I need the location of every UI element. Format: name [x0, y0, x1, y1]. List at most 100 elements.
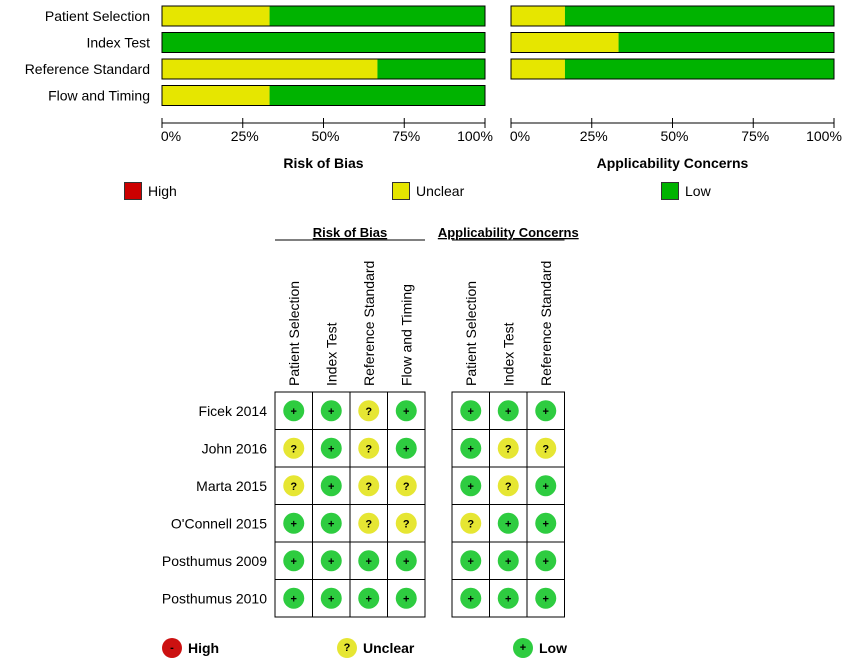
judgement-unclear-rob-ficek-2014-2: [358, 400, 380, 422]
judgement-unclear-rob-o-connell-2015-3: [395, 512, 417, 534]
judgement-low-rob-ficek-2014-1: [320, 400, 342, 422]
bar-outline-index-test: [161, 32, 486, 53]
judgement-low-rob-john-2016-1: [320, 437, 342, 459]
judgement-symbol-rob-john-2016-1: +: [328, 443, 334, 455]
panel-title-applicability-concerns: Applicability Concerns: [597, 155, 749, 171]
judgement-symbol-rob-posthumus-2010-1: +: [328, 593, 334, 605]
judgement-symbol-app-posthumus-2010-1: +: [505, 593, 511, 605]
bar-outline-reference-standard: [161, 58, 486, 80]
judgement-symbol-rob-marta-2015-1: +: [328, 481, 334, 493]
bar-low-patient-selection: [269, 6, 485, 26]
judgement-symbol-app-ficek-2014-1: +: [505, 406, 511, 418]
judgement-symbol-app-posthumus-2009-2: +: [543, 556, 549, 568]
minus-icon: -: [162, 638, 182, 658]
judgement-symbol-app-marta-2015-0: +: [468, 481, 474, 493]
judgement-low-app-posthumus-2010-2: [535, 587, 557, 609]
bar-low-reference-standard: [377, 59, 485, 79]
study-label-o-connell-2015: O'Connell 2015: [171, 515, 267, 531]
x-tick-label-3: 75%: [392, 128, 420, 144]
judgement-symbol-app-marta-2015-2: +: [543, 481, 549, 493]
x-tick-label-4: 100%: [806, 128, 842, 144]
column-header-applicability-concerns-index-test: Index Test: [500, 322, 516, 386]
judgement-low-app-posthumus-2009-2: [535, 550, 557, 572]
judgement-low-app-ficek-2014-2: [535, 400, 557, 422]
judgement-symbol-rob-john-2016-3: +: [403, 443, 409, 455]
x-tick-label-0: 0%: [510, 128, 530, 144]
legend-low-label: Low: [685, 183, 711, 199]
judgement-low-app-ficek-2014-1: [497, 400, 519, 422]
legend-unclear-label: Unclear: [416, 183, 465, 199]
judgement-low-rob-o-connell-2015-1: [320, 512, 342, 534]
judgement-unclear-rob-john-2016-2: [358, 437, 380, 459]
judgement-symbol-rob-ficek-2014-0: +: [291, 406, 297, 418]
judgement-symbol-app-posthumus-2009-0: +: [468, 556, 474, 568]
bar-outline-index-test: [510, 32, 835, 53]
judgement-low-rob-ficek-2014-0: [283, 400, 305, 422]
column-header-risk-of-bias-flow-and-timing: Flow and Timing: [398, 284, 414, 386]
study-label-ficek-2014: Ficek 2014: [199, 403, 268, 419]
x-tick-label-4: 100%: [457, 128, 493, 144]
bar-outline-flow-and-timing: [161, 85, 486, 106]
bar-outline-reference-standard: [510, 58, 835, 80]
legend-unclear-swatch: [392, 182, 410, 200]
bar-unclear-index-test: [511, 32, 619, 53]
judgement-symbol-rob-posthumus-2010-2: +: [366, 593, 372, 605]
judgement-low-rob-posthumus-2010-1: [320, 587, 342, 609]
judgement-symbol-rob-posthumus-2009-3: +: [403, 556, 409, 568]
judgement-low-rob-posthumus-2009-3: [395, 550, 417, 572]
bar-unclear-flow-and-timing: [162, 85, 270, 106]
judgement-symbol-app-o-connell-2015-1: +: [505, 518, 511, 530]
judgement-symbol-rob-posthumus-2010-0: +: [291, 593, 297, 605]
judgement-symbol-app-o-connell-2015-2: +: [543, 518, 549, 530]
judgement-low-rob-o-connell-2015-0: [283, 512, 305, 534]
judgement-symbol-app-posthumus-2009-1: +: [505, 556, 511, 568]
group-title-applicability-concerns: Applicability Concerns: [438, 225, 579, 240]
bar-low-reference-standard: [564, 59, 834, 79]
judgement-symbol-rob-o-connell-2015-3: ?: [403, 518, 410, 530]
judgement-symbol-app-john-2016-0: +: [468, 443, 474, 455]
column-header-risk-of-bias-patient-selection: Patient Selection: [286, 281, 302, 386]
judgement-symbol-rob-ficek-2014-1: +: [328, 406, 334, 418]
plus-icon: +: [513, 638, 533, 658]
judgement-low-app-o-connell-2015-1: [497, 512, 519, 534]
bar-panel-risk-of-bias: Patient Selection Index Test Reference Sta…: [25, 5, 493, 171]
judgement-symbol-app-john-2016-1: ?: [505, 443, 512, 455]
bar-unclear-patient-selection: [511, 6, 565, 26]
judgement-low-rob-posthumus-2009-1: [320, 550, 342, 572]
judgement-symbol-rob-ficek-2014-2: ?: [365, 406, 372, 418]
judgement-symbol-rob-marta-2015-2: ?: [365, 481, 372, 493]
judgement-low-rob-john-2016-3: [395, 437, 417, 459]
panel-title-risk-of-bias: Risk of Bias: [283, 155, 363, 171]
study-label-posthumus-2010: Posthumus 2010: [162, 590, 267, 606]
judgement-unclear-app-o-connell-2015-0: [460, 512, 482, 534]
category-label-reference-standard: Reference Standard: [25, 61, 150, 77]
x-tick-label-1: 25%: [580, 128, 608, 144]
bar-unclear-reference-standard: [511, 59, 565, 79]
judgement-unclear-rob-marta-2015-2: [358, 475, 380, 497]
judgement-symbol-rob-posthumus-2010-3: +: [403, 593, 409, 605]
judgement-unclear-app-marta-2015-1: [497, 475, 519, 497]
question-icon: ?: [337, 638, 357, 658]
bar-low-patient-selection: [564, 6, 834, 26]
bar-unclear-reference-standard: [162, 59, 378, 79]
legend-low-symbol: + Low: [513, 638, 567, 658]
judgement-symbol-app-ficek-2014-0: +: [468, 406, 474, 418]
category-label-index-test: Index Test: [86, 35, 150, 51]
bar-low-index-test: [162, 32, 485, 53]
judgement-symbol-rob-o-connell-2015-0: +: [291, 518, 297, 530]
judgement-low-app-john-2016-0: [460, 437, 482, 459]
judgement-unclear-rob-o-connell-2015-2: [358, 512, 380, 534]
category-label-flow-and-timing: Flow and Timing: [48, 88, 150, 104]
legend-low-symbol-label: Low: [539, 640, 567, 656]
judgement-symbol-rob-posthumus-2009-2: +: [366, 556, 372, 568]
x-tick-label-2: 50%: [311, 128, 339, 144]
judgement-symbol-rob-posthumus-2009-0: +: [291, 556, 297, 568]
bar-panel-applicability-concerns: 0% 25% 50% 75% 100% Applicability Concerns: [510, 5, 842, 171]
judgement-unclear-rob-marta-2015-0: [283, 475, 305, 497]
judgement-low-app-marta-2015-0: [460, 475, 482, 497]
x-tick-label-0: 0%: [161, 128, 181, 144]
judgement-symbol-app-posthumus-2010-2: +: [543, 593, 549, 605]
judgement-low-rob-posthumus-2010-2: [358, 587, 380, 609]
judgement-symbol-rob-marta-2015-3: ?: [403, 481, 410, 493]
group-title-risk-of-bias: Risk of Bias: [313, 225, 387, 240]
